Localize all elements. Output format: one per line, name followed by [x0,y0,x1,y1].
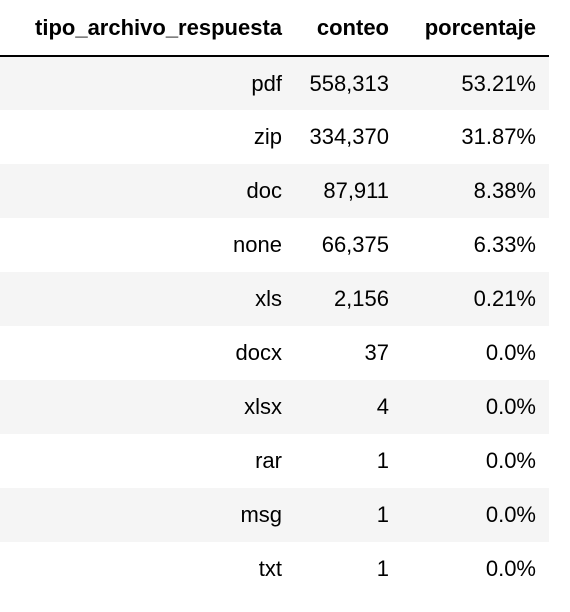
cell-porcentaje: 31.87% [402,110,549,164]
cell-tipo: pdf [0,56,292,110]
results-table-container: tipo_archivo_respuesta conteo porcentaje… [0,0,549,596]
cell-conteo: 37 [292,326,402,380]
cell-tipo: msg [0,488,292,542]
header-row: tipo_archivo_respuesta conteo porcentaje [0,0,549,57]
table-row: docx 37 0.0% [0,326,549,380]
cell-conteo: 66,375 [292,218,402,272]
cell-tipo: zip [0,110,292,164]
cell-tipo: xls [0,272,292,326]
table-header: tipo_archivo_respuesta conteo porcentaje [0,0,549,57]
cell-tipo: txt [0,542,292,596]
cell-conteo: 2,156 [292,272,402,326]
cell-tipo: xlsx [0,380,292,434]
cell-conteo: 87,911 [292,164,402,218]
table-row: zip 334,370 31.87% [0,110,549,164]
cell-porcentaje: 0.0% [402,488,549,542]
cell-conteo: 4 [292,380,402,434]
table-row: none 66,375 6.33% [0,218,549,272]
table-row: doc 87,911 8.38% [0,164,549,218]
header-tipo-archivo-respuesta: tipo_archivo_respuesta [0,0,292,57]
cell-conteo: 1 [292,434,402,488]
cell-tipo: rar [0,434,292,488]
cell-porcentaje: 0.21% [402,272,549,326]
cell-porcentaje: 6.33% [402,218,549,272]
cell-porcentaje: 0.0% [402,326,549,380]
table-row: pdf 558,313 53.21% [0,56,549,110]
results-table: tipo_archivo_respuesta conteo porcentaje… [0,0,549,596]
cell-tipo: docx [0,326,292,380]
table-row: txt 1 0.0% [0,542,549,596]
table-row: xls 2,156 0.21% [0,272,549,326]
cell-porcentaje: 8.38% [402,164,549,218]
cell-porcentaje: 0.0% [402,542,549,596]
cell-conteo: 334,370 [292,110,402,164]
cell-tipo: doc [0,164,292,218]
cell-conteo: 1 [292,542,402,596]
table-row: msg 1 0.0% [0,488,549,542]
table-row: xlsx 4 0.0% [0,380,549,434]
header-conteo: conteo [292,0,402,57]
table-body: pdf 558,313 53.21% zip 334,370 31.87% do… [0,56,549,596]
cell-porcentaje: 0.0% [402,380,549,434]
table-row: rar 1 0.0% [0,434,549,488]
cell-porcentaje: 0.0% [402,434,549,488]
cell-conteo: 558,313 [292,56,402,110]
header-porcentaje: porcentaje [402,0,549,57]
cell-tipo: none [0,218,292,272]
cell-porcentaje: 53.21% [402,56,549,110]
cell-conteo: 1 [292,488,402,542]
